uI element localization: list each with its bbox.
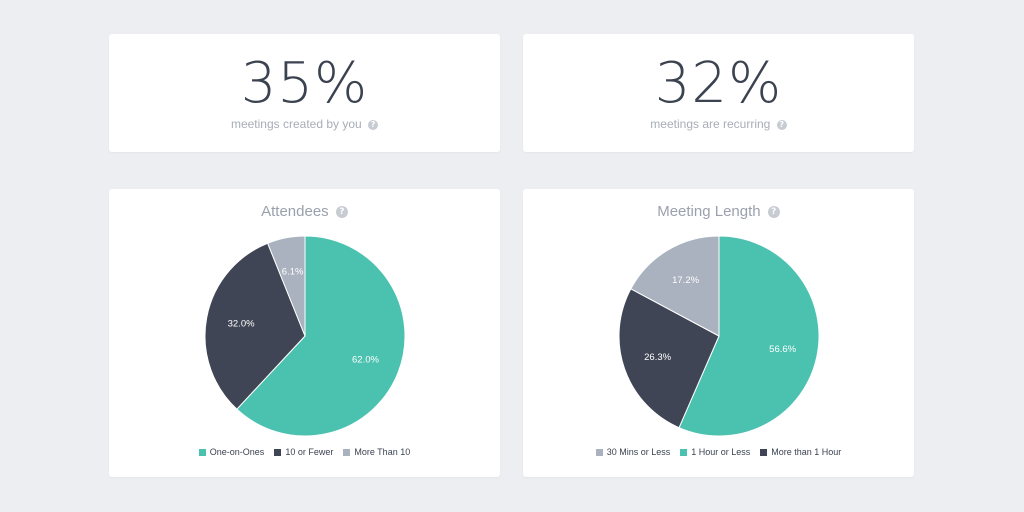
help-icon[interactable]: ?	[767, 206, 780, 219]
pie-slice-1-hour-or-less[interactable]	[678, 235, 820, 437]
legend-label: One-on-Ones	[209, 447, 265, 457]
chart-legend: 30 Mins or Less 1 Hour or Less More than 1…	[523, 447, 914, 457]
attendees-chart-card: Attendees ? 62.0% 32.0% 6.1% One-on-Ones 10…	[109, 189, 500, 477]
stat-value: 35%	[240, 51, 369, 116]
meeting-length-pie-chart: 56.6% 26.3% 17.2%	[618, 235, 820, 437]
pie-slice-more-than-1-hour[interactable]	[618, 288, 720, 429]
legend-swatch	[343, 448, 351, 456]
meeting-length-chart-card: Meeting Length ? 56.6% 26.3% 17.2% 30 Mins…	[523, 189, 914, 477]
pie-slice-label: 32.0%	[228, 319, 255, 330]
legend-item-10-or-fewer[interactable]: 10 or Fewer	[274, 447, 333, 457]
pie-slice-one-on-ones[interactable]	[236, 235, 406, 437]
stat-value: 32%	[654, 51, 783, 116]
help-icon[interactable]: ?	[335, 206, 348, 219]
pie-slice-label: 17.2%	[672, 275, 699, 286]
stat-caption: meetings are recurring ?	[523, 116, 914, 132]
legend-swatch	[760, 448, 768, 456]
legend-item-1-hour-or-less[interactable]: 1 Hour or Less	[680, 447, 750, 457]
legend-label: 30 Mins or Less	[606, 447, 671, 457]
pie-slice-10-or-fewer[interactable]	[204, 242, 306, 410]
legend-label: 1 Hour or Less	[691, 447, 751, 457]
stat-card-recurring: 32% meetings are recurring ?	[523, 34, 914, 152]
chart-title-text: Meeting Length	[657, 203, 761, 220]
legend-item-one-on-ones[interactable]: One-on-Ones	[198, 447, 265, 457]
stat-caption: meetings created by you ?	[109, 116, 500, 132]
pie-slice-label: 26.3%	[644, 352, 671, 363]
legend-swatch	[198, 448, 206, 456]
help-icon[interactable]: ?	[368, 119, 379, 130]
pie-slice-30-mins-or-less[interactable]	[630, 235, 720, 337]
stat-caption-text: meetings created by you	[230, 117, 362, 131]
chart-title: Attendees ?	[109, 203, 500, 221]
pie-slice-label: 56.6%	[769, 344, 796, 355]
legend-item-30-mins-or-less[interactable]: 30 Mins or Less	[595, 447, 671, 457]
stat-caption-text: meetings are recurring	[650, 117, 771, 131]
pie-slice-label: 62.0%	[352, 354, 379, 365]
chart-legend: One-on-Ones 10 or Fewer More Than 10	[109, 447, 500, 457]
pie-slice-more-than-10[interactable]	[266, 235, 306, 337]
legend-swatch	[274, 448, 282, 456]
chart-title-text: Attendees	[261, 203, 329, 220]
legend-label: More Than 10	[354, 447, 411, 457]
legend-item-more-than-1-hour[interactable]: More than 1 Hour	[760, 447, 841, 457]
legend-item-more-than-10[interactable]: More Than 10	[343, 447, 410, 457]
legend-swatch	[680, 448, 688, 456]
attendees-pie-chart: 62.0% 32.0% 6.1%	[204, 235, 406, 437]
legend-label: More than 1 Hour	[771, 447, 842, 457]
legend-swatch	[595, 448, 603, 456]
legend-label: 10 or Fewer	[285, 447, 334, 457]
chart-title: Meeting Length ?	[523, 203, 914, 221]
stat-card-created: 35% meetings created by you ?	[109, 34, 500, 152]
pie-slice-label: 6.1%	[282, 267, 304, 278]
help-icon[interactable]: ?	[776, 119, 787, 130]
